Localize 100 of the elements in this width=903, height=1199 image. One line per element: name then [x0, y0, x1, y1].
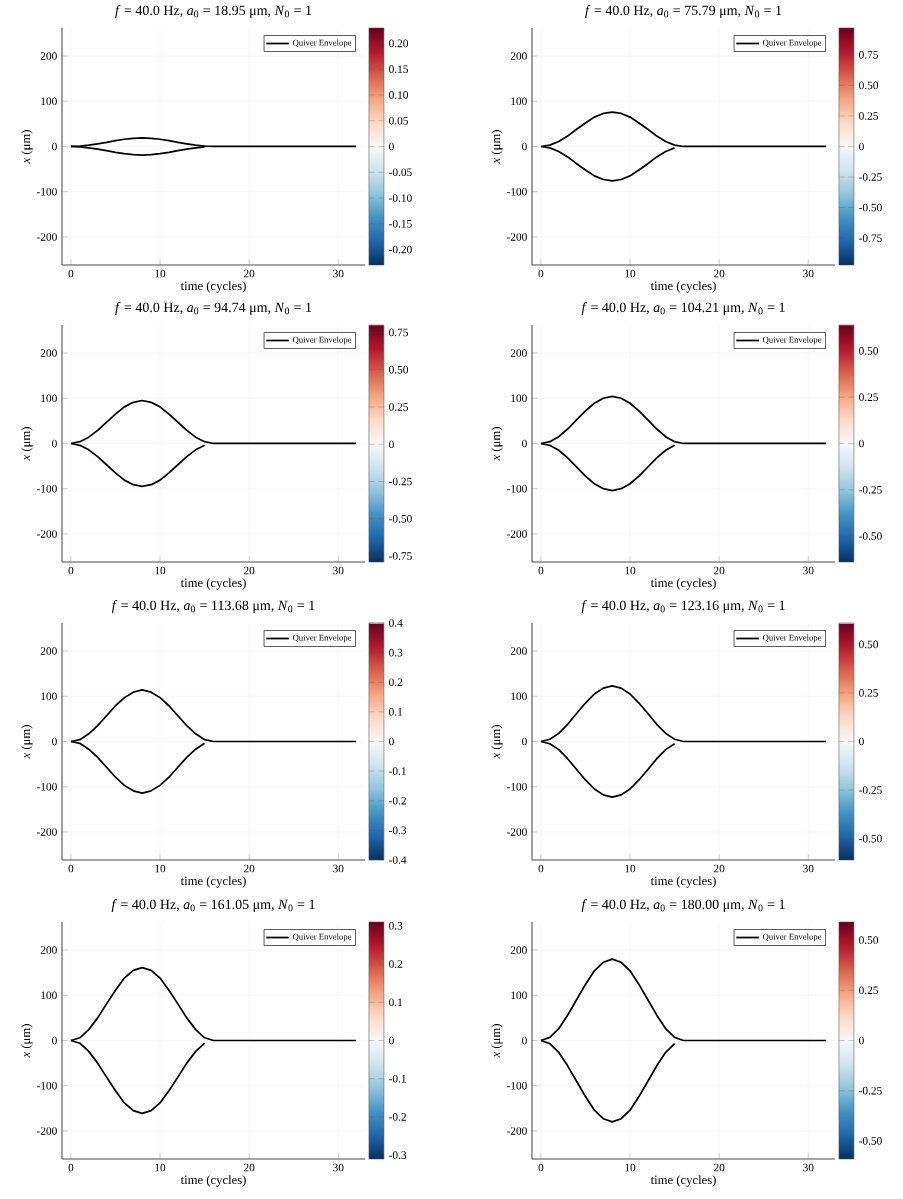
- x-tick-label: 10: [155, 566, 166, 575]
- x-axis-title: time (cycles): [650, 876, 716, 888]
- x-tick-label: 10: [155, 1163, 166, 1172]
- x-axis-title: time (cycles): [650, 578, 716, 590]
- x-axis-title: time (cycles): [180, 281, 246, 293]
- color-bar-label: 0.75: [859, 51, 879, 59]
- color-bar-label: -0.15: [389, 219, 412, 228]
- color-bar-label: 0.3: [389, 648, 403, 657]
- y-axis-title: x (μm): [491, 1024, 503, 1058]
- color-bar-label: 0.50: [859, 81, 879, 90]
- x-tick-label: 10: [625, 269, 636, 278]
- y-axis-title: x (μm): [21, 427, 33, 461]
- y-tick-label: 200: [40, 946, 57, 954]
- x-tick-label: 20: [243, 566, 255, 575]
- y-tick-label: 100: [511, 97, 527, 106]
- y-tick-label: -100: [506, 484, 527, 493]
- y-tick-label: -100: [506, 187, 527, 196]
- x-tick-label: 0: [68, 566, 74, 575]
- y-tick-label: 0: [522, 142, 527, 151]
- legend-label: Quiver Envelope: [292, 634, 352, 643]
- color-bar-label: 0.10: [389, 91, 409, 99]
- color-bar-label: 0: [389, 1036, 394, 1045]
- y-axis-title: x (μm): [21, 725, 33, 759]
- color-bar-label: -0.2: [389, 1113, 406, 1121]
- color-bar-label: 0.15: [389, 65, 409, 74]
- y-tick-label: -100: [506, 782, 527, 791]
- y-tick-label: 0: [52, 142, 57, 151]
- color-bar-label: -0.1: [389, 767, 406, 775]
- y-axis-title: x (μm): [491, 427, 503, 461]
- legend-label: Quiver Envelope: [762, 634, 822, 643]
- y-axis-title: x (μm): [21, 130, 33, 164]
- color-bar-label: -0.50: [859, 532, 882, 540]
- color-bar-label: -0.10: [389, 194, 412, 202]
- y-tick-label: 200: [510, 52, 527, 60]
- color-bar-label: 0: [859, 439, 864, 448]
- y-tick-label: 200: [40, 349, 57, 357]
- x-tick-label: 0: [538, 566, 544, 575]
- color-bar-label: 0.50: [859, 936, 879, 944]
- chart-title: f = 40.0 Hz, a$_{0}$ = 75.79 μm, N$_{0}$ = 1: [585, 5, 782, 18]
- y-tick-label: 100: [41, 991, 57, 1000]
- x-tick-label: 30: [333, 566, 344, 575]
- x-tick-label: 10: [155, 269, 166, 278]
- color-bar-label: 0.05: [389, 116, 409, 125]
- y-tick-label: 0: [52, 439, 57, 448]
- color-bar-label: 0: [859, 737, 864, 746]
- legend-label: Quiver Envelope: [292, 336, 352, 345]
- x-axis-title: time (cycles): [180, 876, 246, 888]
- color-bar-label: 0.2: [389, 960, 403, 968]
- color-bar-label: 0.1: [389, 998, 403, 1007]
- y-axis-title: x (μm): [491, 725, 503, 759]
- y-tick-label: 100: [511, 394, 527, 403]
- color-bar-label: -0.1: [389, 1074, 406, 1083]
- y-tick-label: 0: [52, 1036, 57, 1045]
- color-bar-label: 0.50: [859, 640, 879, 649]
- color-bar-label: 0: [859, 142, 864, 151]
- color-bar-label: -0.50: [859, 834, 882, 843]
- color-bar-label: -0.4: [389, 856, 407, 864]
- color-bar-label: -0.3: [389, 826, 407, 835]
- color-bar-label: 0.75: [389, 328, 409, 337]
- legend-label: Quiver Envelope: [762, 336, 822, 345]
- x-tick-label: 0: [538, 864, 544, 873]
- color-bar-label: 0.25: [859, 393, 879, 402]
- y-tick-label: -200: [36, 1127, 57, 1135]
- y-tick-label: -100: [36, 484, 57, 493]
- color-bar-label: 0.50: [389, 365, 409, 374]
- x-tick-label: 10: [625, 864, 636, 873]
- y-tick-label: 0: [522, 1036, 527, 1045]
- x-tick-label: 30: [333, 1163, 344, 1172]
- x-tick-label: 30: [803, 1163, 814, 1172]
- color-bar-label: 0.3: [389, 921, 403, 930]
- x-tick-label: 0: [68, 864, 74, 873]
- y-tick-label: -200: [506, 1127, 527, 1135]
- y-tick-label: -200: [36, 828, 57, 836]
- x-tick-label: 20: [713, 269, 725, 278]
- x-tick-label: 0: [538, 269, 544, 278]
- x-tick-label: 20: [243, 864, 255, 873]
- color-bar-label: 0.25: [859, 689, 879, 697]
- y-tick-label: 0: [522, 737, 527, 746]
- y-tick-label: -200: [36, 530, 57, 538]
- y-tick-label: 100: [511, 991, 527, 1000]
- x-tick-label: 0: [538, 1163, 544, 1172]
- color-bar-label: -0.20: [389, 245, 412, 254]
- color-bar-label: 0: [859, 1036, 864, 1045]
- y-tick-label: 100: [511, 692, 527, 701]
- color-bar-label: 0.50: [859, 347, 879, 355]
- x-tick-label: 30: [333, 269, 344, 278]
- legend-label: Quiver Envelope: [292, 933, 352, 942]
- y-tick-label: -100: [36, 782, 57, 791]
- color-bar-label: -0.05: [389, 168, 412, 177]
- legend-label: Quiver Envelope: [762, 933, 822, 942]
- x-tick-label: 20: [713, 566, 725, 575]
- color-bar-label: 0.25: [859, 112, 879, 120]
- x-tick-label: 10: [625, 566, 636, 575]
- x-tick-label: 20: [713, 864, 725, 873]
- y-tick-label: 100: [41, 394, 57, 403]
- chart-title: f = 40.0 Hz, a$_{0}$ = 113.68 μm, N$_{0}$ = 1: [111, 600, 315, 613]
- y-tick-label: 100: [41, 97, 57, 106]
- x-tick-label: 20: [243, 269, 255, 278]
- color-bar-label: 0: [389, 142, 394, 151]
- y-tick-label: 200: [510, 349, 527, 357]
